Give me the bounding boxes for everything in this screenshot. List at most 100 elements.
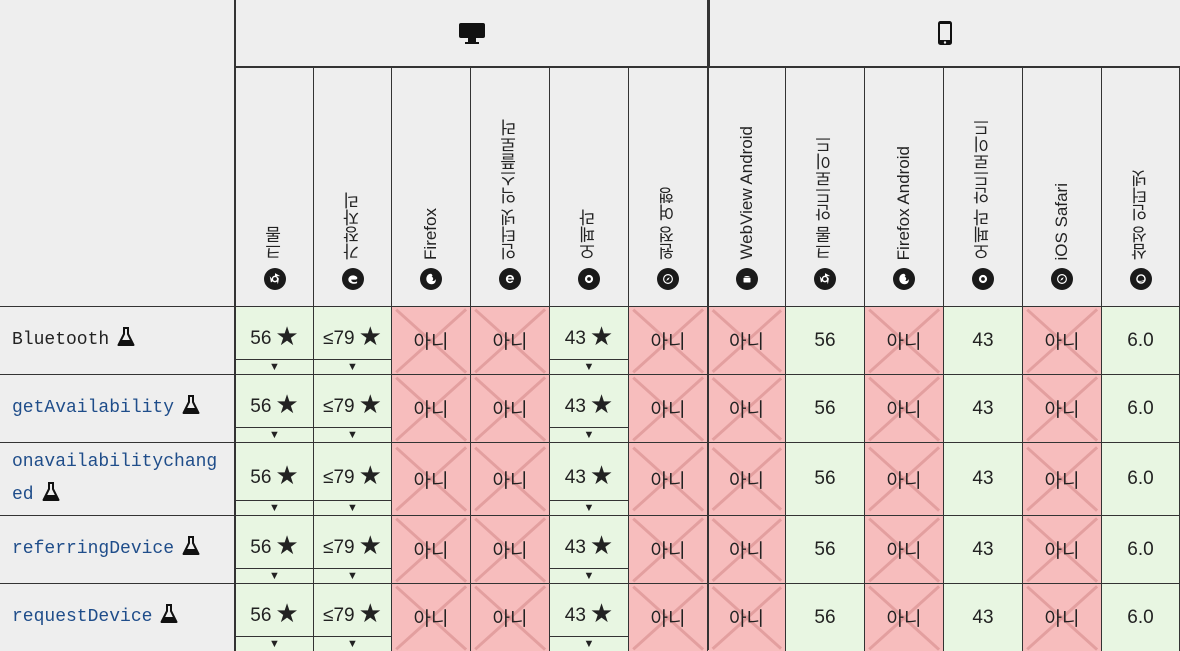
support-version: 43 [564,396,586,417]
support-version: 아니 [1044,470,1080,492]
support-version: ≤79 [323,466,355,488]
note-star-icon: ★ [358,598,382,628]
support-cell: 아니 [392,306,471,374]
support-value: 아니 [493,466,528,493]
support-value: 6.0 [1127,398,1153,420]
safari-icon [1051,268,1073,290]
expand-notes-toggle[interactable]: ▼ [550,427,628,442]
browser-name: 삼성 인터넷 [1128,170,1153,260]
support-value: 56 ★ [250,529,298,560]
support-value: 56 [814,468,835,490]
feature-onavailabilitychanged[interactable]: onavailabilitychanged [0,442,236,515]
support-version: 아니 [886,470,922,492]
feature-name-text[interactable]: getAvailability [12,398,175,418]
support-version: 56 [250,537,272,558]
chrome-icon [263,268,286,290]
support-cell[interactable]: ▼ 43 ★ [550,442,629,515]
platform-header-desktop [236,0,708,68]
support-version: 아니 [886,541,922,562]
expand-notes-toggle[interactable]: ▼ [236,500,313,515]
expand-notes-toggle[interactable]: ▼ [550,359,628,374]
support-value: 56 ★ [250,388,298,419]
expand-notes-toggle[interactable]: ▼ [236,427,313,442]
support-value: 아니 [414,327,449,354]
support-cell: 43 [944,515,1023,583]
support-version: 아니 [413,609,449,630]
expand-arrow-icon: ▼ [347,361,358,373]
support-value: 아니 [887,395,922,422]
support-cell: 아니 [865,442,944,515]
support-cell[interactable]: ▼ 43 ★ [550,515,629,583]
support-cell[interactable]: ▼ 56 ★ [236,374,314,442]
support-value: 아니 [887,604,922,631]
safari-icon [657,268,679,290]
support-version: 56 [814,468,836,489]
expand-notes-toggle[interactable]: ▼ [236,359,313,374]
browser-name: 오페라 [577,209,602,260]
support-value: 43 ★ [565,388,613,419]
expand-notes-toggle[interactable]: ▼ [314,359,391,374]
feature-name-text[interactable]: referringDevice [12,539,175,559]
support-cell[interactable]: ▼ 43 ★ [550,306,629,374]
expand-arrow-icon: ▼ [583,502,595,514]
browser-name-text: WebView Android [737,126,756,260]
support-cell: 아니 [1023,515,1102,583]
expand-notes-toggle[interactable]: ▼ [236,568,313,583]
support-cell[interactable]: ▼ 43 ★ [550,374,629,442]
support-value: ≤79 ★ [323,320,382,351]
expand-arrow-icon: ▼ [583,570,595,582]
support-version: 43 [972,606,994,628]
support-cell[interactable]: ▼ 56 ★ [236,306,314,374]
expand-arrow-icon: ▼ [583,429,595,441]
support-value: 아니 [887,536,922,563]
support-cell[interactable]: ▼ 56 ★ [236,442,314,515]
support-value: 56 [814,330,835,352]
support-version: 아니 [1044,332,1080,353]
support-cell[interactable]: ▼ ≤79 ★ [314,515,392,583]
support-cell: 6.0 [1102,306,1180,374]
feature-referringDevice[interactable]: referringDevice [0,515,236,583]
browser-name-text: 크롬 [265,226,284,260]
expand-notes-toggle[interactable]: ▼ [314,427,391,442]
feature-getAvailability[interactable]: getAvailability [0,374,236,442]
support-version: ≤79 [323,605,355,626]
expand-notes-toggle[interactable]: ▼ [236,636,313,651]
firefox-icon [420,268,442,290]
support-cell: 아니 [392,515,471,583]
expand-notes-toggle[interactable]: ▼ [550,500,628,515]
support-cell[interactable]: ▼ 56 ★ [236,515,314,583]
support-value: 아니 [729,536,764,563]
support-cell[interactable]: ▼ 43 ★ [550,583,629,651]
support-cell[interactable]: ▼ ≤79 ★ [314,374,392,442]
feature-requestDevice[interactable]: requestDevice [0,583,236,651]
support-cell: 아니 [708,374,786,442]
support-version: 아니 [492,609,528,630]
support-version: 43 [972,329,994,351]
support-cell: 56 [786,442,865,515]
support-cell[interactable]: ▼ ≤79 ★ [314,442,392,515]
support-value: 56 [814,539,835,561]
support-value: ≤79 ★ [323,529,382,560]
expand-arrow-icon: ▼ [269,361,280,373]
note-star-icon: ★ [275,459,299,490]
feature-name-text[interactable]: requestDevice [12,607,153,627]
expand-notes-toggle[interactable]: ▼ [314,500,391,515]
support-value: 43 ★ [565,597,613,628]
expand-notes-toggle[interactable]: ▼ [550,636,628,651]
browser-header: 오페라 [550,68,629,306]
feature-name-text[interactable]: onavailabilitychanged [12,452,218,505]
support-cell[interactable]: ▼ 56 ★ [236,583,314,651]
support-version: 6.0 [1127,606,1154,628]
support-version: ≤79 [323,537,355,558]
flask-icon [42,482,60,501]
expand-arrow-icon: ▼ [269,429,280,441]
expand-notes-toggle[interactable]: ▼ [314,636,391,651]
support-cell: 56 [786,583,865,651]
expand-notes-toggle[interactable]: ▼ [314,568,391,583]
support-cell[interactable]: ▼ ≤79 ★ [314,583,392,651]
support-value: 43 [972,398,993,420]
support-cell[interactable]: ▼ ≤79 ★ [314,306,392,374]
browser-name-text: Firefox Android [894,145,913,260]
expand-notes-toggle[interactable]: ▼ [550,568,628,583]
